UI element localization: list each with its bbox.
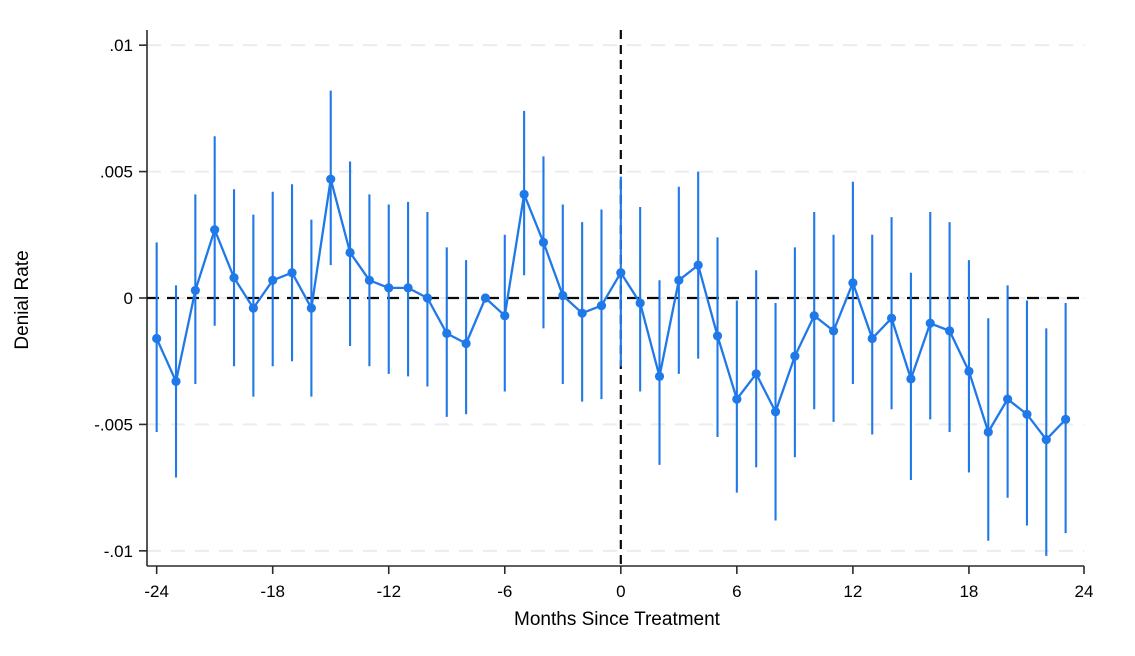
data-point	[229, 273, 239, 283]
data-point	[596, 300, 607, 311]
data-point	[268, 275, 278, 285]
data-point	[983, 427, 993, 437]
x-tick-label: -12	[376, 582, 401, 601]
data-point	[422, 293, 433, 303]
data-point	[828, 326, 839, 336]
data-point	[461, 338, 471, 349]
data-point	[364, 275, 375, 285]
data-point	[287, 268, 297, 278]
x-tick-label: 18	[959, 582, 978, 601]
data-point	[770, 407, 781, 417]
data-point	[712, 331, 723, 341]
data-point	[654, 371, 665, 381]
data-point	[248, 303, 258, 313]
data-point	[558, 290, 568, 301]
data-point	[693, 260, 703, 270]
axes	[139, 30, 1085, 574]
data-point	[751, 369, 761, 379]
data-point	[480, 293, 491, 303]
data-point	[732, 394, 742, 404]
data-point	[210, 225, 220, 235]
estimate-points	[152, 174, 1071, 445]
data-point	[403, 283, 413, 293]
y-tick-label: .005	[100, 163, 133, 182]
y-tick-label: -.005	[94, 415, 133, 434]
data-point	[190, 285, 200, 296]
data-point	[577, 308, 587, 318]
tick-labels: .01 .005 0 -.005 -.01 -24 -18 -12 -6 0 6 12 18 24	[94, 36, 1093, 601]
data-point	[635, 298, 645, 308]
data-point	[1061, 414, 1071, 424]
x-tick-label: 12	[843, 582, 862, 601]
data-point	[306, 303, 316, 313]
data-point	[674, 275, 684, 285]
data-point	[442, 328, 452, 338]
data-point	[152, 333, 162, 344]
data-point	[171, 376, 181, 387]
data-point	[519, 189, 529, 199]
data-point	[944, 326, 955, 336]
data-point	[326, 174, 336, 184]
data-point	[790, 351, 800, 361]
data-point	[867, 333, 877, 344]
x-tick-label: -18	[260, 582, 285, 601]
x-tick-label: 24	[1075, 582, 1094, 601]
data-point	[925, 318, 935, 328]
y-tick-label: .01	[109, 36, 133, 55]
data-point	[809, 311, 819, 321]
y-axis-title: Denial Rate	[12, 250, 33, 349]
data-point	[500, 311, 510, 321]
x-tick-label: -24	[144, 582, 169, 601]
y-tick-label: -.01	[104, 542, 133, 561]
data-point	[1041, 434, 1051, 445]
data-point	[848, 278, 858, 288]
data-point	[906, 374, 916, 384]
x-axis-title: Months Since Treatment	[514, 609, 721, 630]
data-point	[886, 313, 897, 323]
estimate-polyline	[155, 178, 1067, 441]
data-point	[345, 247, 355, 258]
estimate-line	[155, 178, 1067, 441]
data-point	[1003, 394, 1013, 404]
data-point	[538, 237, 549, 247]
reference-lines	[147, 30, 1084, 566]
y-tick-label: 0	[124, 289, 133, 308]
x-tick-label: 6	[732, 582, 741, 601]
data-point	[1022, 409, 1032, 419]
data-point	[384, 283, 394, 293]
data-point	[616, 268, 626, 278]
x-tick-label: -6	[497, 582, 512, 601]
data-point	[964, 366, 974, 376]
x-tick-label: 0	[616, 582, 625, 601]
